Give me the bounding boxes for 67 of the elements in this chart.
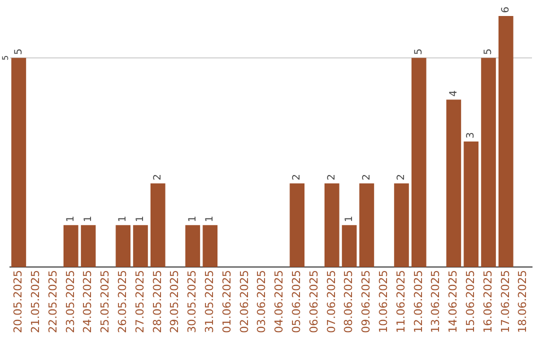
x-tick-label: 27.05.2025 [133, 270, 146, 334]
x-tick-label: 26.05.2025 [116, 270, 129, 334]
x-tick-label: 02.06.2025 [238, 270, 251, 334]
x-tick-label: 01.06.2025 [220, 270, 234, 334]
x-tick-label: 22.05.2025 [46, 270, 60, 334]
x-tick-label: 07.06.2025 [324, 270, 338, 334]
data-label: 1 [344, 216, 355, 222]
x-tick-label: 03.06.2025 [255, 270, 268, 334]
data-label: 2 [292, 174, 303, 180]
data-label: 1 [204, 216, 216, 222]
x-tick-label: 04.06.2025 [272, 270, 286, 334]
x-tick-label: 10.06.2025 [376, 270, 390, 334]
x-tick-label: 13.06.2025 [429, 270, 442, 334]
x-tick-label: 20.05.2025 [12, 270, 25, 334]
bar [394, 183, 409, 268]
data-label: 2 [396, 174, 408, 180]
ref-line-label: 5 [13, 48, 24, 55]
x-tick-label: 29.05.2025 [168, 270, 182, 334]
x-tick-label: 16.06.2025 [481, 270, 494, 334]
bar [324, 183, 340, 268]
data-label: 1 [65, 216, 76, 222]
x-tick-label: 12.06.2025 [412, 270, 425, 334]
bar [133, 225, 148, 268]
bar [64, 225, 78, 268]
bar [464, 142, 478, 268]
bar [498, 16, 514, 268]
bar [202, 225, 218, 268]
data-label: 2 [152, 174, 164, 180]
data-label: 1 [135, 216, 146, 222]
data-label: 3 [466, 132, 477, 139]
data-label: 6 [500, 6, 512, 13]
data-label: 1 [187, 216, 198, 222]
data-label: 2 [326, 174, 338, 180]
x-tick-label: 21.05.2025 [28, 270, 42, 334]
bar [342, 225, 357, 268]
bar [290, 183, 304, 268]
x-tick-label: 08.06.2025 [342, 270, 356, 334]
bar [446, 100, 462, 268]
x-tick-label: 18.06.2025 [516, 270, 530, 334]
data-label: 2 [361, 174, 372, 180]
bar [185, 225, 200, 268]
bar [359, 183, 374, 268]
bar [11, 58, 26, 268]
x-tick-label: 15.06.2025 [464, 270, 477, 334]
x-tick-label: 11.06.2025 [394, 270, 408, 334]
x-tick-label: 24.05.2025 [81, 270, 94, 334]
x-tick-label: 05.06.2025 [290, 270, 303, 334]
x-tick-label: 06.06.2025 [307, 270, 320, 334]
bar [150, 183, 166, 268]
bar [116, 225, 130, 268]
data-label: 4 [448, 90, 460, 97]
x-tick-label: 28.05.2025 [150, 270, 164, 334]
x-tick-label: 17.06.2025 [498, 270, 512, 334]
x-tick-label: 14.06.2025 [446, 270, 460, 334]
x-tick-label: 30.05.2025 [186, 270, 199, 334]
x-tick-label: 09.06.2025 [360, 270, 373, 334]
data-label: 5 [483, 48, 494, 55]
data-label: 5 [1, 55, 10, 60]
x-tick-label: 23.05.2025 [64, 270, 77, 334]
x-tick-label: 31.05.2025 [202, 270, 216, 334]
bar [481, 58, 496, 268]
data-label: 1 [82, 216, 94, 222]
data-label: 1 [118, 216, 129, 222]
x-tick-label: 25.05.2025 [98, 270, 112, 334]
bar [80, 225, 96, 268]
bar [412, 58, 426, 268]
data-label: 5 [413, 48, 424, 55]
